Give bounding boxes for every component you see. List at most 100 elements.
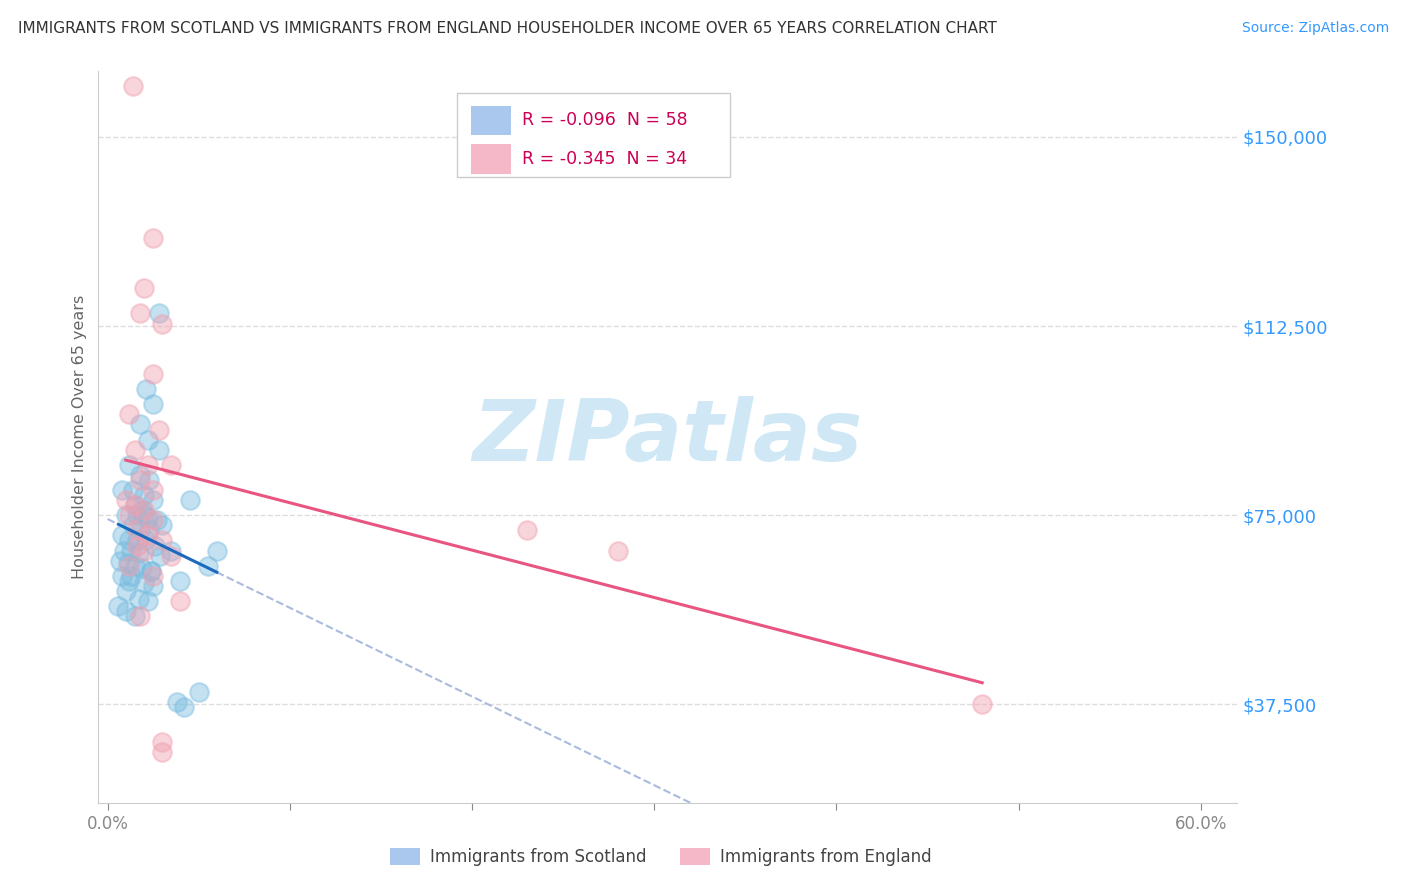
Point	[114, 604, 136, 618]
Point	[136, 528, 159, 542]
FancyBboxPatch shape	[471, 105, 510, 135]
Point	[142, 367, 165, 381]
Point	[112, 543, 135, 558]
Point	[142, 569, 165, 583]
Point	[124, 609, 146, 624]
Point	[138, 473, 160, 487]
Point	[606, 543, 628, 558]
Point	[118, 508, 141, 523]
Point	[516, 524, 538, 538]
Point	[122, 518, 145, 533]
Point	[136, 458, 159, 472]
Point	[205, 543, 228, 558]
Point	[111, 528, 134, 542]
Point	[197, 558, 219, 573]
Point	[122, 79, 145, 94]
Point	[129, 417, 152, 432]
Point	[128, 546, 150, 560]
Point	[129, 467, 152, 482]
Point	[150, 745, 173, 759]
Point	[141, 564, 163, 578]
Text: IMMIGRANTS FROM SCOTLAND VS IMMIGRANTS FROM ENGLAND HOUSEHOLDER INCOME OVER 65 Y: IMMIGRANTS FROM SCOTLAND VS IMMIGRANTS F…	[18, 21, 997, 37]
Point	[107, 599, 129, 613]
Legend: Immigrants from Scotland, Immigrants from England: Immigrants from Scotland, Immigrants fro…	[382, 840, 939, 875]
Point	[187, 685, 209, 699]
Point	[142, 493, 165, 508]
Point	[166, 695, 188, 709]
Point	[122, 483, 145, 497]
Point	[118, 533, 141, 548]
Point	[142, 483, 165, 497]
Point	[118, 458, 141, 472]
Point	[114, 583, 136, 598]
Text: Source: ZipAtlas.com: Source: ZipAtlas.com	[1241, 21, 1389, 36]
Point	[110, 554, 132, 568]
Text: ZIPatlas: ZIPatlas	[472, 395, 863, 479]
Point	[143, 539, 166, 553]
Point	[173, 700, 195, 714]
Point	[160, 543, 183, 558]
Point	[135, 382, 157, 396]
Point	[125, 524, 148, 538]
Point	[148, 423, 170, 437]
Point	[142, 231, 165, 245]
Point	[135, 533, 157, 548]
Point	[136, 433, 159, 447]
Point	[136, 510, 159, 524]
Point	[124, 442, 146, 457]
Point	[132, 543, 155, 558]
Point	[124, 498, 146, 512]
Point	[148, 442, 170, 457]
Point	[169, 594, 191, 608]
Point	[118, 574, 141, 588]
Point	[148, 306, 170, 320]
Point	[132, 281, 155, 295]
FancyBboxPatch shape	[471, 145, 510, 174]
Point	[125, 533, 148, 548]
Point	[111, 569, 134, 583]
Text: R = -0.096  N = 58: R = -0.096 N = 58	[522, 112, 688, 129]
Point	[118, 558, 141, 573]
Point	[149, 549, 172, 563]
Point	[120, 543, 142, 558]
Point	[150, 533, 173, 548]
Point	[114, 508, 136, 523]
Point	[129, 473, 152, 487]
Point	[142, 397, 165, 411]
Point	[129, 609, 152, 624]
Point	[179, 493, 201, 508]
Point	[125, 508, 148, 523]
Point	[150, 317, 173, 331]
Point	[142, 513, 165, 527]
Point	[132, 503, 155, 517]
Point	[129, 524, 152, 538]
Point	[124, 558, 146, 573]
Point	[136, 594, 159, 608]
Point	[124, 498, 146, 512]
Point	[132, 576, 155, 591]
Point	[132, 488, 155, 502]
Point	[111, 483, 134, 497]
Point	[160, 549, 183, 563]
Point	[145, 513, 167, 527]
Y-axis label: Householder Income Over 65 years: Householder Income Over 65 years	[72, 295, 87, 579]
Point	[142, 579, 165, 593]
Point	[131, 561, 153, 575]
Point	[125, 539, 148, 553]
FancyBboxPatch shape	[457, 94, 731, 178]
Point	[131, 503, 153, 517]
Point	[150, 518, 173, 533]
Point	[150, 735, 173, 749]
Point	[169, 574, 191, 588]
Point	[141, 564, 163, 578]
Point	[972, 698, 994, 712]
Point	[136, 4, 159, 18]
Point	[117, 556, 139, 570]
Point	[132, 508, 155, 523]
Text: R = -0.345  N = 34: R = -0.345 N = 34	[522, 150, 688, 168]
Point	[129, 306, 152, 320]
Point	[160, 458, 183, 472]
Point	[138, 524, 160, 538]
Point	[120, 569, 142, 583]
Point	[114, 493, 136, 508]
